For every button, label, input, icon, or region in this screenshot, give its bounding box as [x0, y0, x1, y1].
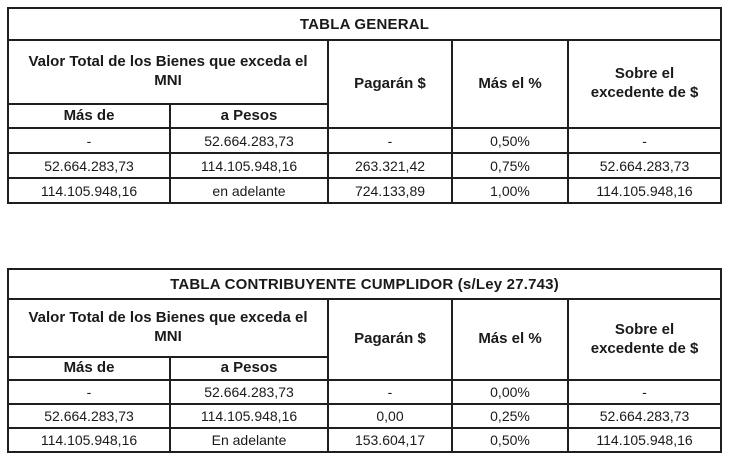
table-cell: - [7, 127, 171, 154]
table-cell: 52.664.283,73 [566, 152, 723, 179]
table-title: TABLA GENERAL [6, 7, 723, 41]
table-row: 114.105.948,16 En adelante 153.604,17 0,… [7, 427, 723, 453]
subheader-mas-de: Más de [7, 103, 171, 129]
table-cell: 0,75% [451, 152, 569, 179]
header-mas-el-porcentaje: Más el % [451, 39, 569, 129]
table-title-row: TABLA GENERAL [6, 7, 723, 41]
table-subheader-row: Más de a Pesos [7, 103, 721, 129]
table-cell: 0,00% [451, 379, 569, 405]
table-row: 114.105.948,16 en adelante 724.133,89 1,… [7, 177, 723, 204]
group-header-text: Valor Total de los Bienes que exceda el … [28, 309, 308, 345]
subheader-mas-de: Más de [7, 356, 171, 381]
table-row: 52.664.283,73 114.105.948,16 263.321,42 … [7, 152, 723, 179]
table-row: - 52.664.283,73 - 0,50% - [7, 127, 723, 154]
table-cell: 0,50% [451, 427, 569, 453]
table-cell: 114.105.948,16 [169, 403, 329, 429]
table-cell: 52.664.283,73 [169, 127, 329, 154]
table-cell: 52.664.283,73 [7, 403, 171, 429]
table-cell: 114.105.948,16 [566, 177, 723, 204]
header-sobre-excedente-text: Sobre el excedente de $ [590, 65, 699, 101]
table-title-row: TABLA CONTRIBUYENTE CUMPLIDOR (s/Ley 27.… [6, 268, 723, 300]
table-row: 52.664.283,73 114.105.948,16 0,00 0,25% … [7, 403, 723, 429]
table-cell: 114.105.948,16 [7, 177, 171, 204]
subheader-a-pesos: a Pesos [169, 356, 329, 381]
table-cell: 52.664.283,73 [169, 379, 329, 405]
table-cell: 52.664.283,73 [566, 403, 723, 429]
table-row: - 52.664.283,73 - 0,00% - [7, 379, 723, 405]
table-cell: 0,00 [327, 403, 453, 429]
table-cell: 114.105.948,16 [566, 427, 723, 453]
table-cell: 724.133,89 [327, 177, 453, 204]
table-cell: en adelante [169, 177, 329, 204]
group-header-text: Valor Total de los Bienes que exceda el … [28, 53, 308, 89]
header-mas-el-porcentaje: Más el % [451, 298, 569, 381]
tabla-general-table: TABLA GENERAL Valor Total de los Bienes … [6, 7, 723, 204]
table-subheader-row: Más de a Pesos [7, 356, 721, 381]
table-cell: 0,25% [451, 403, 569, 429]
table-cell: 263.321,42 [327, 152, 453, 179]
table-cell: - [7, 379, 171, 405]
table-cell: 114.105.948,16 [169, 152, 329, 179]
group-header-valor-total: Valor Total de los Bienes que exceda el … [7, 298, 329, 358]
table-title: TABLA CONTRIBUYENTE CUMPLIDOR (s/Ley 27.… [6, 268, 723, 300]
subheader-a-pesos: a Pesos [169, 103, 329, 129]
table-cell: - [566, 379, 723, 405]
table-cell: - [327, 379, 453, 405]
table-cell: 0,50% [451, 127, 569, 154]
header-pagaran: Pagarán $ [327, 298, 453, 381]
group-header-valor-total: Valor Total de los Bienes que exceda el … [7, 39, 329, 105]
table-cell: 1,00% [451, 177, 569, 204]
header-sobre-excedente-text: Sobre el excedente de $ [590, 320, 699, 357]
tabla-contribuyente-cumplidor-table: TABLA CONTRIBUYENTE CUMPLIDOR (s/Ley 27.… [6, 268, 723, 453]
header-pagaran: Pagarán $ [327, 39, 453, 129]
table-cell: 52.664.283,73 [7, 152, 171, 179]
table-cell: En adelante [169, 427, 329, 453]
header-sobre-excedente: Sobre el excedente de $ [566, 39, 723, 129]
table-cell: 114.105.948,16 [7, 427, 171, 453]
table-cell: 153.604,17 [327, 427, 453, 453]
header-sobre-excedente: Sobre el excedente de $ [566, 298, 723, 381]
table-cell: - [327, 127, 453, 154]
table-cell: - [566, 127, 723, 154]
table-header-row: Valor Total de los Bienes que exceda el … [7, 298, 723, 381]
table-header-row: Valor Total de los Bienes que exceda el … [7, 39, 723, 129]
